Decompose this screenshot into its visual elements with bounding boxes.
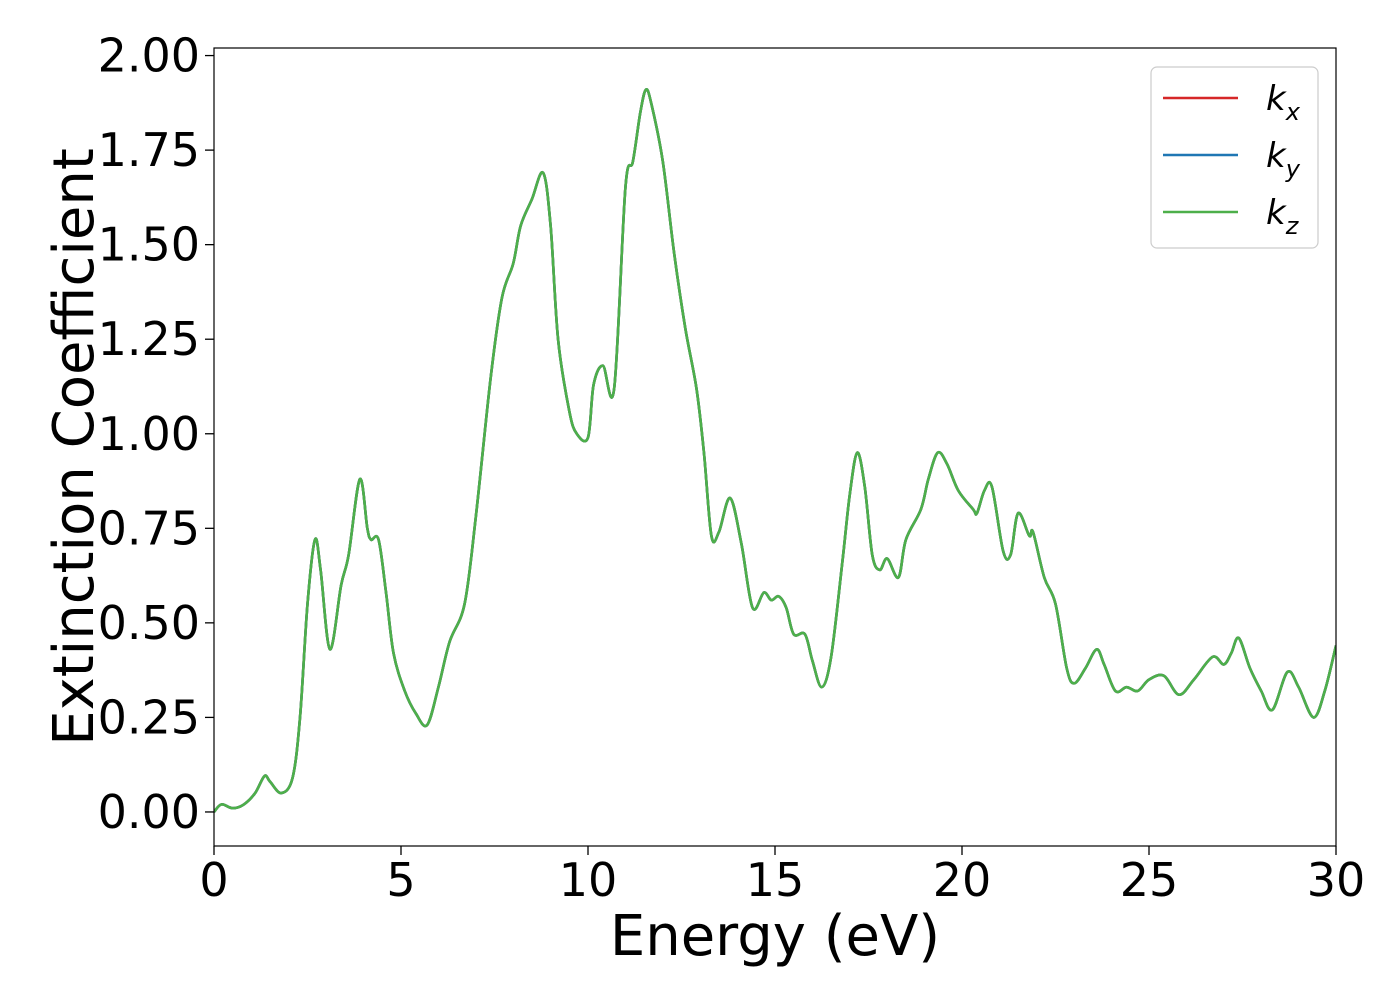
- x-tick-label: 10: [559, 853, 618, 907]
- y-tick-label: 1.50: [98, 218, 200, 272]
- legend-box: [1150, 66, 1319, 249]
- x-tick-label: 30: [1307, 853, 1366, 907]
- y-axis-ticks: 0.00 0.25 0.50 0.75 1.00 1.25 1.50 1.75 2.00: [98, 29, 214, 839]
- y-tick-label: 1.00: [98, 407, 200, 461]
- legend-label-y: ky: [1266, 136, 1301, 183]
- legend-symbol: k: [1266, 193, 1287, 233]
- y-tick-label: 0.50: [98, 596, 200, 650]
- y-axis-label: Extinction Coefficient: [42, 148, 107, 746]
- legend-label-x: kx: [1266, 79, 1301, 126]
- y-tick-label: 2.00: [98, 29, 200, 83]
- legend-subscript: z: [1285, 212, 1300, 240]
- y-tick-label: 0.00: [98, 785, 200, 839]
- legend-subscript: x: [1285, 98, 1301, 126]
- legend-symbol: k: [1266, 136, 1287, 176]
- x-tick-label: 5: [386, 853, 415, 907]
- legend-label-z: kz: [1266, 193, 1300, 240]
- y-tick-label: 1.25: [98, 312, 200, 366]
- x-axis-label: Energy (eV): [610, 904, 940, 969]
- y-tick-label: 0.25: [98, 690, 200, 744]
- x-axis-ticks: 0 5 10 15 20 25 30: [199, 846, 1365, 907]
- series-line-z: [214, 88, 1336, 813]
- x-tick-label: 25: [1120, 853, 1179, 907]
- series-layer: [214, 88, 1336, 813]
- legend-subscript: y: [1285, 155, 1301, 183]
- y-tick-label: 0.75: [98, 501, 200, 555]
- x-tick-label: 20: [933, 853, 992, 907]
- x-tick-label: 15: [746, 853, 805, 907]
- x-tick-label: 0: [199, 853, 228, 907]
- y-tick-label: 1.75: [98, 123, 200, 177]
- legend-symbol: k: [1266, 79, 1287, 119]
